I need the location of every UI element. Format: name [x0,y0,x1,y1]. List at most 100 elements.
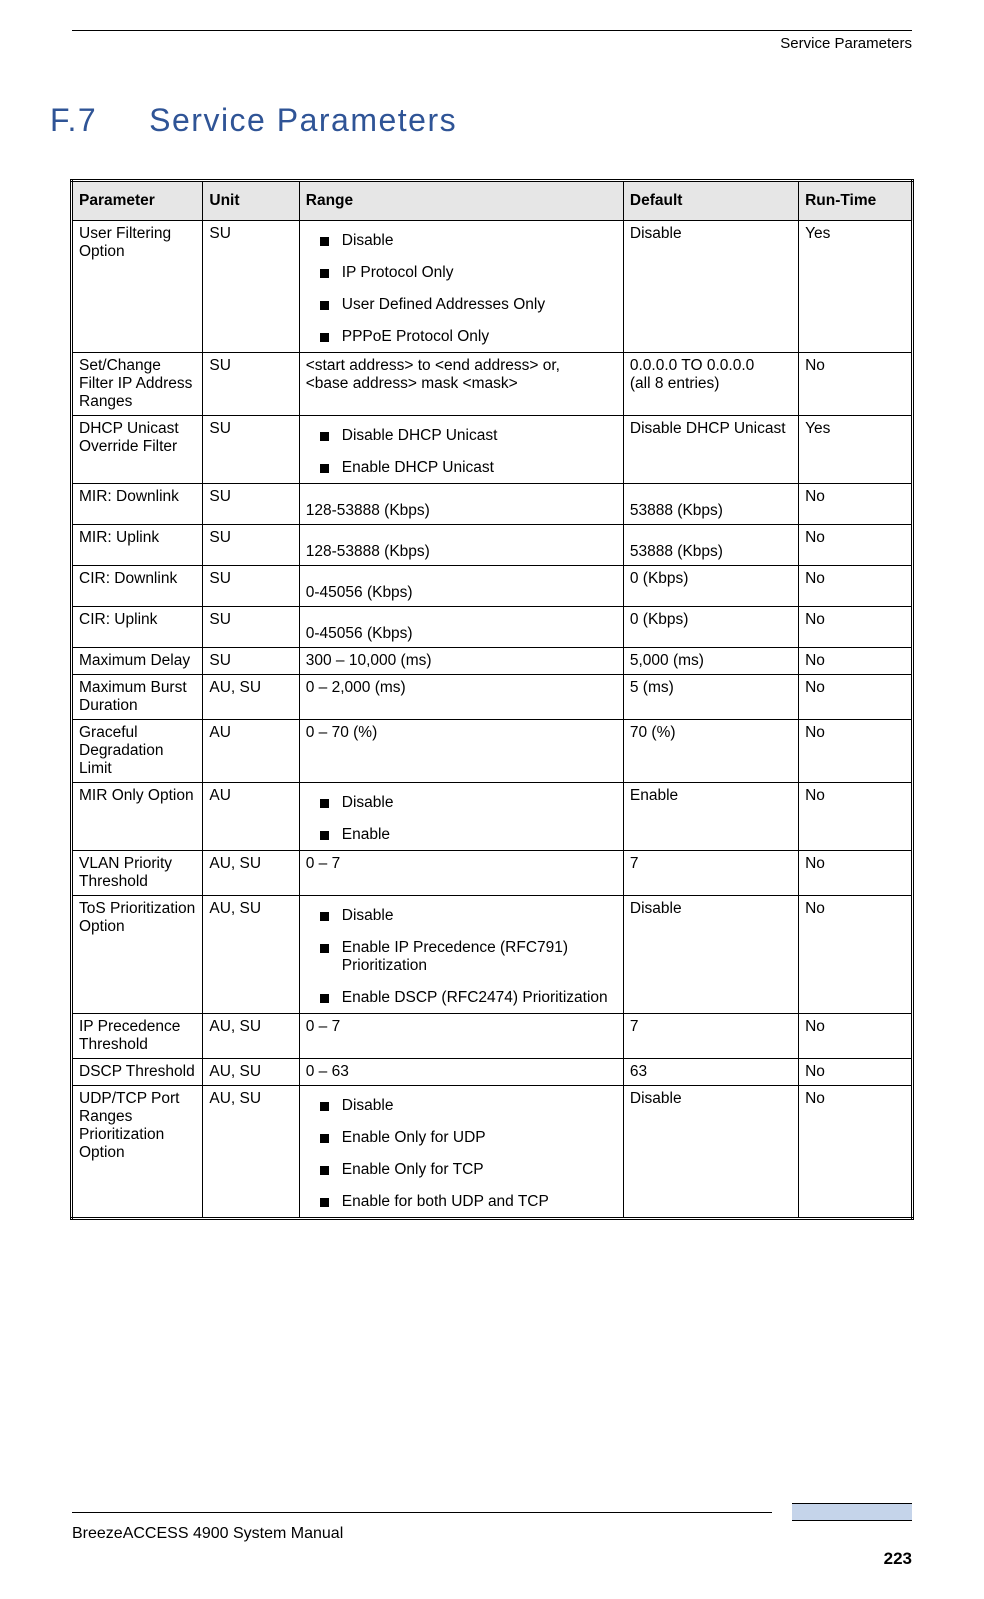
cell-parameter: DHCP Unicast Override Filter [72,416,203,484]
cell-default: 53888 (Kbps) [623,484,798,525]
table-row: CIR: DownlinkSU0-45056 (Kbps)0 (Kbps)No [72,566,913,607]
cell-parameter: MIR Only Option [72,783,203,851]
cell-runtime: Yes [799,221,913,353]
cell-parameter: Maximum Delay [72,648,203,675]
range-bullet-list: DisableEnable IP Precedence (RFC791) Pri… [306,900,617,1009]
table-row: IP Precedence ThresholdAU, SU0 – 77No [72,1014,913,1059]
cell-default: 7 [623,1014,798,1059]
cell-range: 0 – 70 (%) [299,720,623,783]
th-unit: Unit [203,181,299,221]
table-row: Maximum DelaySU300 – 10,000 (ms)5,000 (m… [72,648,913,675]
table-header: Parameter Unit Range Default Run-Time [72,181,913,221]
table-row: MIR: DownlinkSU128-53888 (Kbps)53888 (Kb… [72,484,913,525]
table-row: User Filtering OptionSUDisableIP Protoco… [72,221,913,353]
cell-runtime: No [799,675,913,720]
range-text: 128-53888 (Kbps) [306,529,617,561]
section-number: F.7 [50,102,97,138]
cell-default: Disable [623,1086,798,1219]
cell-range: 0 – 7 [299,851,623,896]
th-parameter: Parameter [72,181,203,221]
cell-runtime: No [799,783,913,851]
cell-unit: AU, SU [203,1059,299,1086]
cell-unit: SU [203,484,299,525]
cell-runtime: Yes [799,416,913,484]
cell-range: 300 – 10,000 (ms) [299,648,623,675]
cell-unit: SU [203,416,299,484]
table-row: Set/Change Filter IP Address RangesSU<st… [72,353,913,416]
cell-range: 0-45056 (Kbps) [299,607,623,648]
cell-range: Disable DHCP UnicastEnable DHCP Unicast [299,416,623,484]
cell-runtime: No [799,353,913,416]
cell-runtime: No [799,648,913,675]
range-bullet-item: Disable [306,225,617,257]
table-row: UDP/TCP Port Ranges Prioritization Optio… [72,1086,913,1219]
cell-parameter: Maximum Burst Duration [72,675,203,720]
cell-range: DisableIP Protocol OnlyUser Defined Addr… [299,221,623,353]
range-text: 128-53888 (Kbps) [306,488,617,520]
cell-runtime: No [799,484,913,525]
cell-default: 0.0.0.0 TO 0.0.0.0(all 8 entries) [623,353,798,416]
range-bullet-item: IP Protocol Only [306,257,617,289]
cell-unit: AU, SU [203,675,299,720]
range-text: 0-45056 (Kbps) [306,570,617,602]
cell-runtime: No [799,1014,913,1059]
cell-parameter: DSCP Threshold [72,1059,203,1086]
cell-parameter: CIR: Downlink [72,566,203,607]
footer-rule-wrap [72,1503,912,1521]
cell-range: DisableEnable Only for UDPEnable Only fo… [299,1086,623,1219]
cell-default: 63 [623,1059,798,1086]
range-bullet-item: Enable for both UDP and TCP [306,1186,617,1213]
cell-default: Disable DHCP Unicast [623,416,798,484]
cell-range: DisableEnable [299,783,623,851]
cell-default: Disable [623,221,798,353]
cell-runtime: No [799,1086,913,1219]
cell-range: DisableEnable IP Precedence (RFC791) Pri… [299,896,623,1014]
footer-color-block [792,1503,912,1521]
cell-unit: SU [203,221,299,353]
range-bullet-item: PPPoE Protocol Only [306,321,617,348]
cell-default: 5 (ms) [623,675,798,720]
range-bullet-item: Enable Only for UDP [306,1122,617,1154]
cell-parameter: User Filtering Option [72,221,203,353]
cell-unit: AU [203,720,299,783]
cell-parameter: Set/Change Filter IP Address Ranges [72,353,203,416]
table-row: CIR: UplinkSU0-45056 (Kbps)0 (Kbps)No [72,607,913,648]
cell-runtime: No [799,607,913,648]
cell-default: 0 (Kbps) [623,607,798,648]
cell-parameter: VLAN Priority Threshold [72,851,203,896]
cell-range: 0 – 2,000 (ms) [299,675,623,720]
cell-parameter: Graceful Degradation Limit [72,720,203,783]
cell-default: 5,000 (ms) [623,648,798,675]
page-number: 223 [72,1549,912,1569]
table-row: VLAN Priority ThresholdAU, SU0 – 77No [72,851,913,896]
range-text: 0-45056 (Kbps) [306,611,617,643]
table-row: DSCP ThresholdAU, SU0 – 6363No [72,1059,913,1086]
cell-parameter: ToS Prioritization Option [72,896,203,1014]
table-row: MIR: UplinkSU128-53888 (Kbps)53888 (Kbps… [72,525,913,566]
cell-range: 0 – 7 [299,1014,623,1059]
cell-runtime: No [799,1059,913,1086]
cell-range: 128-53888 (Kbps) [299,484,623,525]
cell-range: 128-53888 (Kbps) [299,525,623,566]
cell-range: 0-45056 (Kbps) [299,566,623,607]
table-row: Graceful Degradation LimitAU0 – 70 (%)70… [72,720,913,783]
cell-unit: AU, SU [203,851,299,896]
cell-parameter: IP Precedence Threshold [72,1014,203,1059]
range-bullet-item: User Defined Addresses Only [306,289,617,321]
parameters-table: Parameter Unit Range Default Run-Time Us… [70,179,914,1220]
table-row: Maximum Burst DurationAU, SU0 – 2,000 (m… [72,675,913,720]
range-bullet-list: DisableEnable Only for UDPEnable Only fo… [306,1090,617,1213]
range-bullet-item: Enable DSCP (RFC2474) Prioritization [306,982,617,1009]
th-runtime: Run-Time [799,181,913,221]
cell-range: <start address> to <end address> or,<bas… [299,353,623,416]
cell-default: 70 (%) [623,720,798,783]
range-bullet-item: Enable DHCP Unicast [306,452,617,479]
footer-manual-name: BreezeACCESS 4900 System Manual [72,1525,912,1543]
content-area: Parameter Unit Range Default Run-Time Us… [70,179,914,1220]
cell-range: 0 – 63 [299,1059,623,1086]
range-bullet-item: Enable Only for TCP [306,1154,617,1186]
cell-default: 7 [623,851,798,896]
footer: BreezeACCESS 4900 System Manual 223 [0,1503,984,1569]
footer-rule [72,1512,772,1513]
cell-unit: AU, SU [203,1086,299,1219]
